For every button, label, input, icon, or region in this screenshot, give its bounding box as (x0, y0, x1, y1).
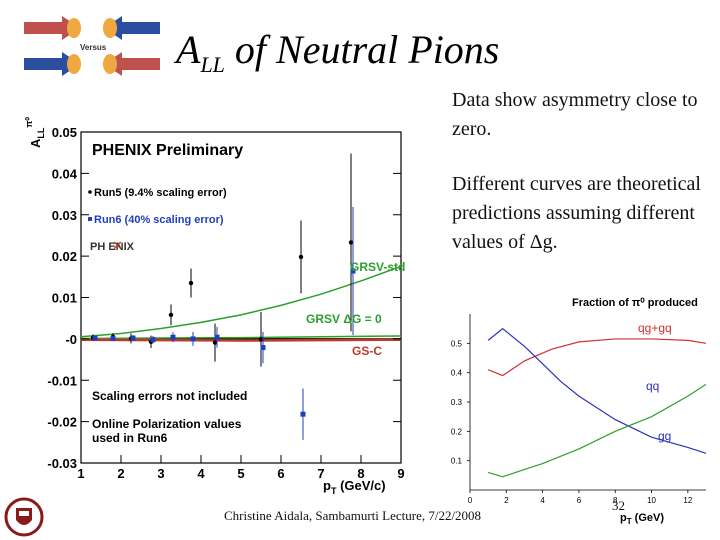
seal-shield (16, 508, 32, 525)
inset-plot-xticks: 0 2 4 6 8 10 12 (468, 490, 693, 505)
inset-xtick-label: 2 (504, 496, 509, 505)
run6-point (300, 411, 306, 417)
seal-book (19, 511, 29, 516)
run5-point (168, 312, 174, 318)
inset-plot-xlabel: pT (GeV) (620, 512, 664, 526)
main-plot: 0.05 0.04 0.03 0.02 0.01 -0 -0.01 -0.02 -0.03 1 2… (18, 92, 424, 500)
main-plot-xlabel: pT (GeV/c) (323, 478, 386, 496)
versus-text: Versus (80, 43, 107, 52)
inset-plot-title: Fraction of π⁰ produced (572, 297, 698, 309)
slide-title: ALL of Neutral Pions (176, 27, 500, 77)
arrow-blue-top (104, 16, 160, 40)
inset-ytick-label: 0.4 (451, 369, 463, 378)
label-qg-gq: qg+gq (638, 321, 672, 335)
run6-point (150, 337, 156, 343)
run6-point (350, 268, 356, 274)
main-plot-xticks: 1 2 3 4 5 6 7 8 9 (77, 455, 405, 481)
main-xtick-label: 2 (117, 466, 124, 481)
bullet-different-curves: Different curves are theoretical predict… (452, 173, 701, 253)
inset-plot-curves (487, 327, 707, 478)
footer-citation: Christine Aidala, Sambamurti Lecture, 7/… (224, 508, 482, 523)
main-ytick-label: -0.01 (47, 373, 77, 388)
inset-xtick-label: 0 (468, 496, 473, 505)
inset-xtick-label: 6 (577, 496, 582, 505)
main-xtick-label: 6 (277, 466, 284, 481)
main-plot-points (90, 153, 356, 440)
inset-plot: Fraction of π⁰ produced 0.50.40.30.20.1 … (440, 292, 716, 530)
main-xtick-label: 4 (197, 466, 205, 481)
inset-ytick-label: 0.1 (451, 457, 463, 466)
inset-curve-qg (487, 338, 707, 377)
label-grsv-std: GRSV-std (350, 260, 405, 274)
main-xtick-label: 9 (397, 466, 404, 481)
run5-point (212, 340, 218, 345)
main-ytick-label: -0.03 (47, 456, 77, 471)
run6-point (92, 335, 98, 341)
orange-ball-right (103, 18, 117, 38)
curve-grsv-std (80, 265, 402, 338)
bullet-data-asymmetry: Data show asymmetry close to zero. (452, 89, 698, 140)
main-plot-title: PHENIX Preliminary (92, 142, 243, 159)
versus-logo: Versus (24, 16, 160, 76)
main-ytick-label: 0.05 (52, 125, 77, 140)
inset-curve-gg (487, 383, 707, 478)
arrow-red-top (24, 16, 80, 40)
orange-ball-left-2 (67, 54, 81, 74)
university-seal-logo (4, 497, 44, 537)
label-grsv-0: GRSV ΔG = 0 (306, 312, 382, 326)
phenix-logo: PH ENIX (90, 241, 135, 253)
inset-plot-yticks: 0.5 0.4 0.3 0.2 0.1 (451, 339, 470, 466)
run6-point (190, 336, 196, 342)
inset-xtick-label: 4 (540, 496, 545, 505)
curve-gs-c (80, 338, 402, 342)
main-ytick-label: -0.02 (47, 415, 77, 430)
main-ytick-label: -0 (65, 332, 77, 347)
label-qq: qq (646, 379, 659, 393)
inset-xtick-label: 10 (647, 496, 656, 505)
run5-point (348, 240, 354, 245)
run5-point (298, 254, 304, 260)
main-plot-ylabel: ALLπ⁰ (24, 117, 46, 148)
note-used-in-run6: used in Run6 (92, 431, 168, 445)
arrow-red-bottom (104, 52, 160, 76)
main-ytick-label: 0.02 (52, 249, 77, 264)
run6-point (130, 335, 136, 341)
phenix-logo-mark: ✕ (112, 238, 123, 253)
legend-run6-marker (88, 217, 92, 221)
legend-run6: Run6 (40% scaling error) (94, 214, 224, 226)
run5-point (188, 280, 194, 286)
orange-ball-left (67, 18, 81, 38)
main-xtick-label: 3 (157, 466, 164, 481)
label-gs-c: GS-C (352, 344, 382, 358)
inset-plot-background (440, 292, 716, 530)
run6-point (170, 334, 176, 340)
inset-ytick-label: 0.2 (451, 427, 463, 436)
main-plot-yticks: 0.05 0.04 0.03 0.02 0.01 -0 -0.01 -0.02 -0.03 (47, 125, 401, 471)
main-ytick-label: 0.03 (52, 208, 77, 223)
orange-ball-right-2 (103, 54, 117, 74)
slide-number: 32 (612, 498, 625, 513)
main-xtick-label: 8 (357, 466, 364, 481)
inset-ytick-label: 0.3 (451, 398, 463, 407)
main-xtick-label: 7 (317, 466, 324, 481)
run6-point (214, 334, 220, 340)
inset-xtick-label: 12 (683, 496, 692, 505)
legend-run5-marker (88, 190, 92, 194)
main-xtick-label: 1 (77, 466, 84, 481)
main-ytick-label: 0.01 (52, 291, 77, 306)
run6-point (260, 345, 266, 351)
main-xtick-label: 5 (237, 466, 244, 481)
inset-xtick-label: 8 (613, 496, 618, 505)
run6-point (110, 335, 116, 341)
label-gg: gg (658, 429, 671, 443)
run5-point (258, 337, 264, 342)
note-scaling-errors: Scaling errors not included (92, 389, 247, 403)
inset-ytick-label: 0.5 (451, 339, 463, 348)
inset-curve-qq (487, 327, 707, 454)
main-plot-background (18, 92, 424, 500)
main-ytick-label: 0.04 (52, 166, 78, 181)
note-online-polarization: Online Polarization values (92, 417, 242, 431)
legend-run5: Run5 (9.4% scaling error) (94, 187, 227, 199)
arrow-blue-bottom (24, 52, 80, 76)
